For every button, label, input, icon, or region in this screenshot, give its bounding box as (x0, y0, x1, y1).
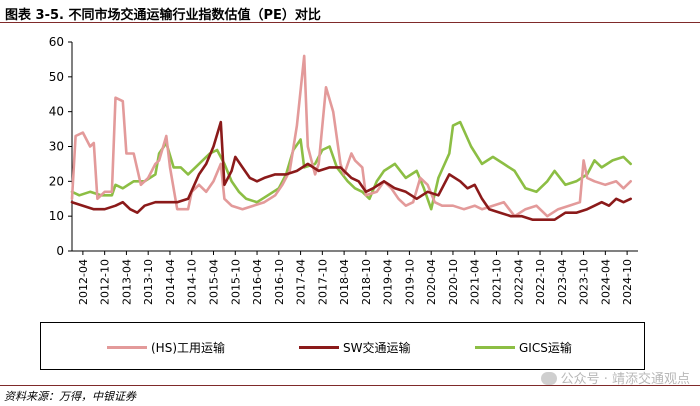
x-tick-label: 2024-04 (599, 259, 612, 305)
x-tick-label: 2016-10 (273, 259, 286, 305)
x-tick-label: 2014-10 (186, 259, 199, 305)
y-tick-label: 60 (49, 35, 64, 49)
watermark: 公众号 · 靖添交通观点 (540, 368, 690, 387)
series-line-hs (70, 54, 633, 218)
source-note: 资料来源：万得，中银证券 (4, 390, 136, 403)
x-tick-label: 2023-04 (556, 259, 569, 305)
pe-line-chart: 0 10 20 30 40 50 60 2012-04 2012-10 2013-04 2013-1… (49, 35, 638, 305)
legend-label-hs: (HS)工用运输 (151, 341, 226, 355)
x-tick-label: 2018-04 (338, 259, 351, 305)
x-tick-label: 2018-10 (360, 259, 373, 305)
y-tick-label: 10 (49, 209, 64, 223)
bottom-divider (0, 385, 700, 386)
x-tick-label: 2012-10 (99, 259, 112, 305)
legend-item-hs: (HS)工用运输 (107, 339, 225, 356)
x-tick-label: 2016-04 (251, 259, 264, 305)
wechat-icon (540, 372, 557, 385)
top-divider (0, 22, 700, 23)
legend-label-sw: SW交通运输 (343, 341, 411, 355)
chart-legend: (HS)工用运输 SW交通运输 GICS运输 (40, 322, 645, 370)
x-tick-label: 2017-04 (295, 259, 308, 305)
x-tick-label: 2012-04 (77, 259, 90, 305)
x-tick-label: 2017-10 (316, 259, 329, 305)
series-layer (70, 54, 633, 221)
y-tick-label: 0 (56, 244, 64, 258)
x-tick-label: 2023-10 (578, 259, 591, 305)
legend-item-gics: GICS运输 (475, 339, 572, 356)
x-tick-label: 2022-10 (534, 259, 547, 305)
x-tick-label: 2013-10 (142, 259, 155, 305)
x-tick-label: 2021-10 (491, 259, 504, 305)
y-tick-label: 20 (49, 174, 64, 188)
x-tick-label: 2019-04 (382, 259, 395, 305)
x-tick-label: 2021-04 (469, 259, 482, 305)
x-tick-label: 2014-04 (164, 259, 177, 305)
x-tick-label: 2015-04 (208, 259, 221, 305)
series-line-sw (70, 120, 633, 221)
chart-title: 图表 3-5. 不同市场交通运输行业指数估值（PE）对比 (5, 8, 321, 23)
x-tick-label: 2024-10 (621, 259, 634, 305)
x-tick-label: 2019-10 (403, 259, 416, 305)
x-tick-label: 2020-10 (447, 259, 460, 305)
y-tick-label: 50 (49, 70, 64, 84)
y-tick-label: 40 (49, 105, 64, 119)
x-tick-label: 2015-10 (229, 259, 242, 305)
legend-item-sw: SW交通运输 (299, 339, 410, 356)
chart-axes: 0 10 20 30 40 50 60 2012-04 2012-10 2013-04 2013-1… (49, 35, 638, 305)
legend-swatch-sw (299, 346, 339, 349)
x-tick-label: 2022-04 (512, 259, 525, 305)
legend-label-gics: GICS运输 (519, 341, 572, 355)
x-tick-label: 2020-04 (425, 259, 438, 305)
y-tick-label: 30 (49, 140, 64, 154)
watermark-text: 公众号 · 靖添交通观点 (560, 372, 690, 387)
x-tick-label: 2013-04 (120, 259, 133, 305)
legend-swatch-hs (107, 346, 147, 349)
legend-swatch-gics (475, 346, 515, 349)
series-line-gics (70, 120, 633, 211)
